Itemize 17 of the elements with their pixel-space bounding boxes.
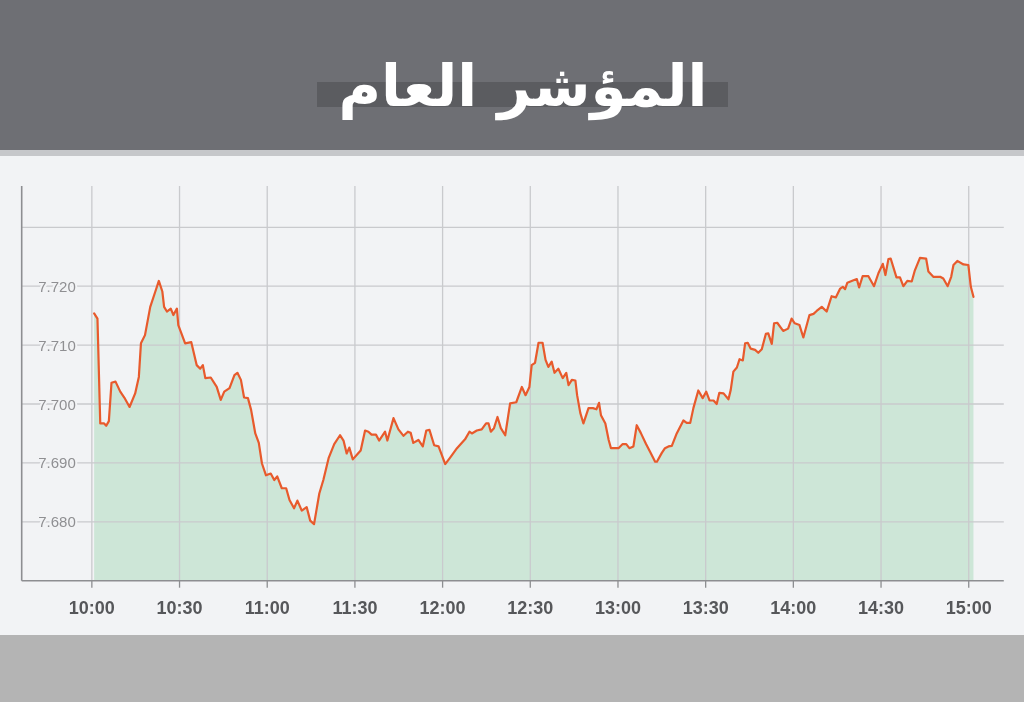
x-tick-label: 14:00 [770, 597, 817, 618]
y-tick-label: 7.720 [38, 277, 76, 295]
x-tick-label: 11:00 [244, 597, 290, 618]
y-tick-label: 7.700 [38, 395, 76, 413]
x-tick-label: 12:00 [419, 597, 466, 618]
x-tick-label: 10:00 [68, 597, 115, 618]
y-tick-label: 7.680 [38, 513, 76, 531]
x-tick-label: 12:30 [507, 597, 554, 618]
x-tick-label: 13:30 [682, 597, 729, 618]
x-tick-label: 14:30 [858, 597, 905, 618]
x-tick-label: 13:00 [594, 597, 641, 618]
y-tick-label: 7.710 [38, 336, 76, 354]
x-tick-label: 10:30 [156, 597, 203, 618]
y-tick-label: 7.690 [38, 454, 76, 472]
x-tick-label: 11:30 [332, 597, 378, 618]
x-tick-label: 15:00 [945, 597, 992, 618]
title: المؤشر العام [338, 52, 708, 120]
